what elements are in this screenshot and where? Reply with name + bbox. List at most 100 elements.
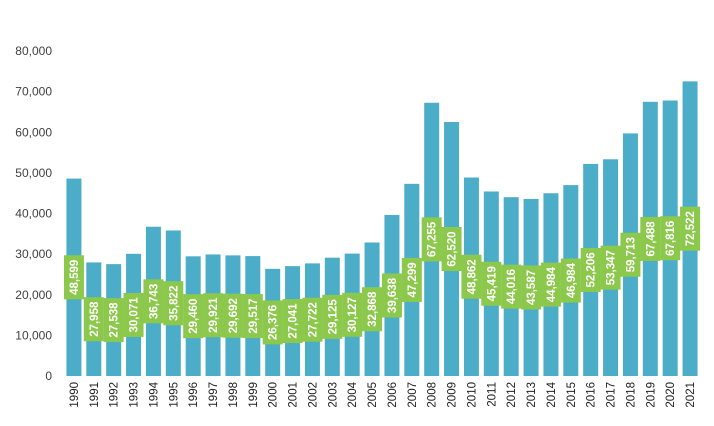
data-label-box [63,255,84,300]
data-label-text: 30,071 [129,297,141,333]
data-label-text: 32,868 [367,291,379,327]
data-label-box [421,217,442,262]
data-label: 47,299 [401,257,422,302]
data-label: 46,984 [560,258,581,303]
data-label: 44,984 [540,262,561,307]
x-tick-label: 2012 [506,382,518,408]
data-label: 43,587 [521,265,542,310]
x-tick-label: 2014 [546,381,558,407]
data-label-text: 44,984 [546,266,558,302]
x-axis: 1990 1991 1992 1993 1994 1995 1996 1997 1998 1999… [69,381,697,407]
x-tick-label: 2021 [685,382,697,408]
x-tick-label: 2004 [347,381,359,407]
x-tick-label: 1991 [89,382,101,408]
x-tick-label: 2018 [625,382,637,408]
x-tick-label: 2009 [447,382,459,408]
y-tick-label: 20,000 [15,288,52,302]
data-label: 53,347 [600,245,621,290]
data-label-box [183,294,204,339]
data-label-box [222,293,243,338]
data-label: 29,517 [242,294,263,339]
x-tick-label: 1996 [188,382,200,408]
data-label-box [521,265,542,310]
x-tick-label: 2005 [367,382,379,408]
data-label-text: 67,816 [665,221,677,256]
x-tick-label: 2013 [526,382,538,408]
data-label-text: 52,206 [586,252,598,287]
data-label-text: 29,460 [188,299,200,334]
y-tick-label: 30,000 [15,247,52,261]
data-label: 27,722 [302,297,323,342]
data-label-text: 36,743 [148,284,160,319]
x-tick-label: 2019 [645,382,657,408]
data-label: 52,206 [580,247,601,292]
x-tick-label: 1993 [129,382,141,408]
x-tick-label: 1997 [208,382,220,408]
data-label: 27,958 [83,297,104,342]
data-label-box [381,273,402,318]
x-tick-label: 2017 [606,382,618,408]
y-tick-label: 60,000 [15,125,52,139]
x-tick-label: 2003 [327,382,339,408]
x-tick-label: 2002 [307,382,319,408]
data-label-box [123,292,144,337]
data-label-box [501,264,522,309]
data-label: 26,376 [262,300,283,345]
data-label: 27,041 [282,299,303,344]
data-label-box [302,297,323,342]
bars [66,81,698,377]
data-label-text: 43,587 [526,270,538,305]
data-label: 39,638 [381,273,402,318]
data-label-text: 27,958 [89,301,101,337]
data-label-box [203,293,224,338]
x-tick-label: 2000 [268,382,280,408]
data-label-box [143,279,164,324]
data-label: 67,488 [640,216,661,261]
data-label: 62,520 [441,227,462,272]
data-label-box [163,281,184,326]
x-tick-label: 2006 [387,382,399,408]
y-tick-label: 0 [45,369,52,383]
data-label-text: 29,517 [248,298,260,333]
data-label-box [262,300,283,345]
data-label-text: 30,127 [347,297,359,332]
x-tick-label: 1995 [168,382,180,408]
x-tick-label: 2015 [566,382,578,408]
data-label-box [600,245,621,290]
x-tick-label: 1994 [148,381,160,407]
data-label-box [560,258,581,303]
data-label-box [640,216,661,261]
data-label-box [342,292,363,337]
data-label: 36,743 [143,279,164,324]
data-label-text: 27,722 [307,302,319,337]
data-label-text: 45,419 [486,266,498,301]
data-label-text: 29,125 [327,299,339,335]
data-label-box [242,294,263,339]
data-label: 59,713 [620,232,641,277]
data-label: 30,071 [123,292,144,337]
data-label-text: 27,041 [288,303,300,339]
x-tick-label: 2001 [288,382,300,408]
data-label: 27,538 [103,298,124,343]
data-label-text: 67,488 [645,221,657,257]
data-label: 48,599 [63,255,84,300]
y-tick-label: 70,000 [15,85,52,99]
data-label: 29,692 [222,293,243,338]
data-label: 29,460 [183,294,204,339]
data-label-box [580,247,601,292]
x-tick-label: 2010 [466,382,478,408]
data-label-box [103,298,124,343]
x-tick-label: 2016 [586,382,598,408]
y-tick-label: 40,000 [15,207,52,221]
data-label: 67,816 [660,216,681,261]
data-label-text: 72,522 [685,211,697,246]
data-label: 44,016 [501,264,522,309]
data-label-text: 29,692 [228,298,240,333]
data-label: 45,419 [481,261,502,306]
data-label: 29,921 [203,293,224,338]
data-label-text: 39,638 [387,277,399,313]
y-tick-label: 50,000 [15,166,52,180]
data-label: 30,127 [342,292,363,337]
data-label-text: 27,538 [109,302,121,338]
